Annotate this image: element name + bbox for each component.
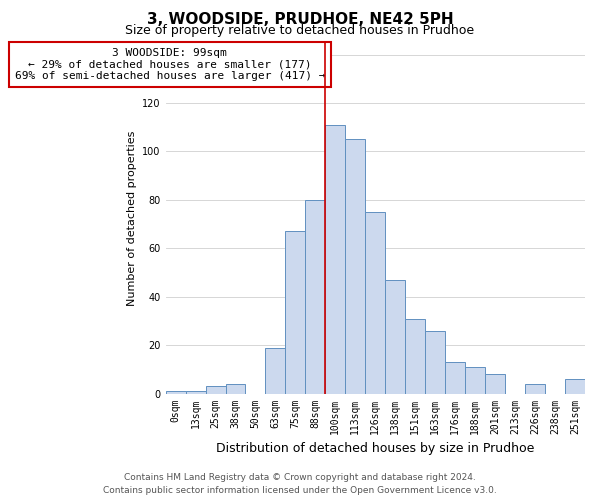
- Bar: [365, 212, 385, 394]
- Bar: [465, 367, 485, 394]
- Bar: [425, 330, 445, 394]
- Bar: [405, 318, 425, 394]
- Bar: [325, 125, 346, 394]
- Bar: [385, 280, 405, 394]
- Bar: [565, 379, 585, 394]
- Bar: [166, 391, 185, 394]
- Text: 3 WOODSIDE: 99sqm
← 29% of detached houses are smaller (177)
69% of semi-detache: 3 WOODSIDE: 99sqm ← 29% of detached hous…: [14, 48, 325, 81]
- Bar: [286, 232, 305, 394]
- Bar: [185, 391, 206, 394]
- Y-axis label: Number of detached properties: Number of detached properties: [127, 130, 137, 306]
- Bar: [445, 362, 465, 394]
- X-axis label: Distribution of detached houses by size in Prudhoe: Distribution of detached houses by size …: [216, 442, 535, 455]
- Bar: [265, 348, 286, 394]
- Bar: [226, 384, 245, 394]
- Text: Size of property relative to detached houses in Prudhoe: Size of property relative to detached ho…: [125, 24, 475, 37]
- Bar: [485, 374, 505, 394]
- Text: 3, WOODSIDE, PRUDHOE, NE42 5PH: 3, WOODSIDE, PRUDHOE, NE42 5PH: [146, 12, 454, 28]
- Bar: [305, 200, 325, 394]
- Bar: [346, 140, 365, 394]
- Text: Contains HM Land Registry data © Crown copyright and database right 2024.
Contai: Contains HM Land Registry data © Crown c…: [103, 474, 497, 495]
- Bar: [525, 384, 545, 394]
- Bar: [206, 386, 226, 394]
